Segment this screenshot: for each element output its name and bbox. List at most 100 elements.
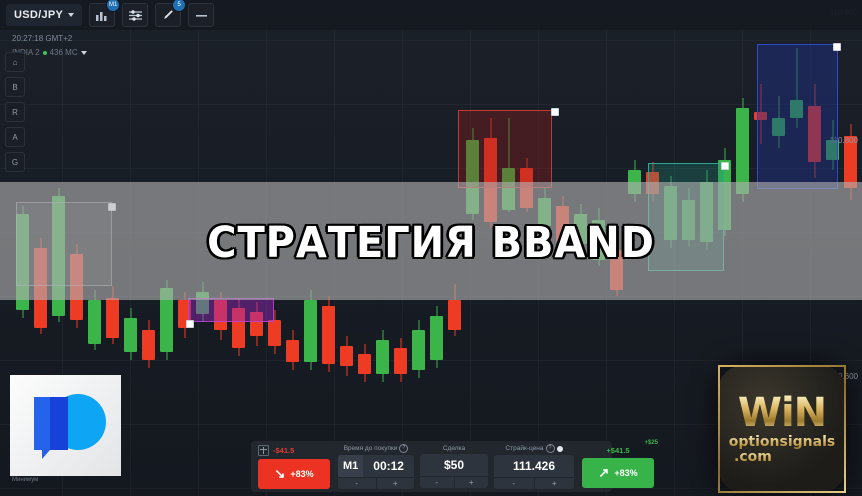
- resize-handle[interactable]: [186, 320, 194, 328]
- deal-minus-button[interactable]: -: [420, 477, 454, 488]
- server-time: 20:27:18 GMT+2: [12, 34, 73, 43]
- time-unit: M1: [338, 455, 364, 477]
- strike-field-caption: Страйк-цена ?: [505, 444, 563, 453]
- sidebar-item-a[interactable]: A: [5, 127, 25, 147]
- pocket-option-logo: [10, 375, 121, 476]
- help-icon[interactable]: ?: [545, 444, 555, 453]
- candlestick: [124, 0, 137, 496]
- left-sidebar: ⌂ B R A G: [5, 52, 25, 172]
- drawing-tools-badge: 5: [172, 0, 187, 12]
- sliders-icon: [128, 9, 142, 21]
- bar-chart-icon: [96, 11, 107, 21]
- arrow-down-icon: ↘: [274, 466, 286, 481]
- candlestick: [772, 0, 785, 496]
- candle-body: [286, 340, 299, 362]
- candlestick: [142, 0, 155, 496]
- strike-minus-button[interactable]: -: [494, 478, 534, 489]
- time-field[interactable]: M1 00:12 - +: [338, 455, 414, 489]
- candlestick: [214, 0, 227, 496]
- broker-caption: Минимум: [12, 477, 39, 483]
- resize-handle[interactable]: [833, 43, 841, 51]
- call-button[interactable]: ↗ +83%: [582, 457, 654, 488]
- candle-body: [340, 346, 353, 366]
- overlay-band-top: [0, 182, 862, 300]
- status-dot-icon: [42, 51, 47, 55]
- market-name: INDIA 2: [12, 48, 40, 57]
- resize-handle[interactable]: [721, 162, 729, 170]
- deal-plus-button[interactable]: +: [454, 477, 488, 488]
- chart-type-button[interactable]: M1: [89, 0, 121, 27]
- clock-block: 20:27:18 GMT+2 INDIA 2 436 MC: [12, 33, 87, 59]
- sidebar-item-r[interactable]: R: [5, 102, 25, 122]
- toggle-icon[interactable]: [556, 445, 563, 452]
- symbol-label: USD/JPY: [14, 9, 64, 21]
- put-button[interactable]: ↘ +83%: [258, 458, 330, 489]
- candle-body: [268, 320, 281, 346]
- strike-field[interactable]: 111.426 - +: [494, 455, 574, 489]
- payout-right: +$41.5: [606, 445, 630, 455]
- candlestick: [376, 0, 389, 496]
- minimize-button[interactable]: [188, 3, 215, 27]
- candle-body: [448, 300, 461, 330]
- watermark-subtitle: optionsignals: [728, 434, 836, 450]
- time-value: 00:12: [373, 459, 404, 473]
- candle-body: [214, 300, 227, 330]
- candlestick: [106, 0, 119, 496]
- top-toolbar: USD/JPY M1 5: [0, 0, 862, 30]
- chevron-down-icon: [68, 13, 75, 17]
- broker-logo-icon: [34, 394, 106, 459]
- candlestick: [286, 0, 299, 496]
- candle-body: [106, 298, 119, 338]
- candlestick: [826, 0, 839, 496]
- call-payout-label: +83%: [614, 467, 638, 478]
- candlestick: [160, 0, 173, 496]
- trade-panel: -$41.5 ↘ +83% Время до покупки ? M1 00:1…: [251, 440, 658, 492]
- time-plus-button[interactable]: +: [376, 478, 414, 489]
- candle-body: [376, 340, 389, 374]
- candle-body: [754, 112, 767, 120]
- candle-body: [160, 288, 173, 352]
- sidebar-item-lock[interactable]: ⌂: [5, 52, 25, 72]
- watermark-logo: WiN optionsignals .com: [718, 365, 846, 493]
- sidebar-item-g[interactable]: G: [5, 152, 25, 172]
- arrow-up-icon: ↗: [598, 465, 610, 480]
- page-title: СТРАТЕГИЯ BBAND: [207, 218, 655, 268]
- pencil-icon: [164, 10, 173, 19]
- candle-body: [412, 330, 425, 370]
- watermark-title: WiN: [737, 390, 827, 436]
- selection-rect-blue[interactable]: [757, 44, 838, 189]
- deal-field[interactable]: $50 - +: [420, 454, 488, 488]
- market-status[interactable]: INDIA 2 436 MC: [12, 47, 87, 59]
- plus-square-icon[interactable]: [258, 444, 269, 456]
- candlestick: [232, 0, 245, 496]
- resize-handle[interactable]: [551, 108, 559, 116]
- candle-body: [826, 140, 839, 160]
- payout-left: -$41.5: [273, 445, 295, 455]
- time-minus-button[interactable]: -: [338, 478, 376, 489]
- strike-plus-button[interactable]: +: [534, 478, 574, 489]
- symbol-selector[interactable]: USD/JPY: [6, 4, 83, 26]
- selection-rect-purple[interactable]: [188, 298, 274, 322]
- candle-body: [250, 312, 263, 336]
- drawing-tools-button[interactable]: 5: [155, 0, 187, 27]
- candle-body: [790, 100, 803, 118]
- price-axis-label: 110.600: [829, 372, 858, 381]
- price-axis-label: 110.800: [829, 136, 858, 145]
- market-value: 436 MC: [49, 48, 78, 57]
- candlestick: [250, 0, 263, 496]
- candlestick: [790, 0, 803, 496]
- deal-field-caption: Сделка: [442, 445, 466, 452]
- selection-rect-red[interactable]: [458, 110, 552, 188]
- candle-body: [808, 106, 821, 162]
- candle-body: [322, 306, 335, 364]
- chevron-down-icon: [80, 51, 87, 55]
- help-icon[interactable]: ?: [399, 444, 409, 453]
- candlestick: [844, 0, 857, 496]
- indicators-button[interactable]: [122, 3, 149, 27]
- candle-body: [736, 108, 749, 194]
- candle-body: [232, 308, 245, 348]
- candle-body: [844, 136, 857, 188]
- candle-body: [88, 300, 101, 344]
- candlestick: [412, 0, 425, 496]
- sidebar-item-b[interactable]: B: [5, 77, 25, 97]
